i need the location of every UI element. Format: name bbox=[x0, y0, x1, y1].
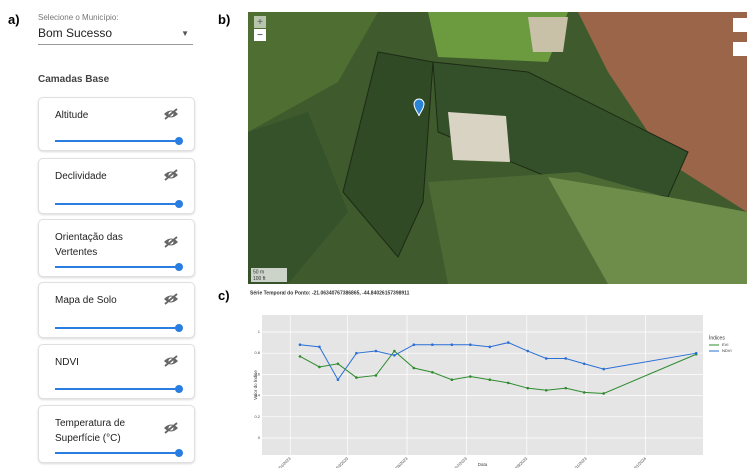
layer-card: NDVI bbox=[38, 344, 195, 399]
layer-card: Temperatura de Superfície (°C) bbox=[38, 405, 195, 463]
data-point bbox=[431, 343, 434, 346]
layer-card: Mapa de Solo bbox=[38, 282, 195, 338]
data-point bbox=[413, 343, 416, 346]
data-point bbox=[299, 343, 302, 346]
visibility-toggle[interactable] bbox=[163, 108, 179, 120]
opacity-slider[interactable] bbox=[55, 199, 185, 209]
legend-label: NDVI bbox=[722, 348, 732, 353]
y-tick-label: 1 bbox=[258, 329, 261, 334]
visibility-toggle[interactable] bbox=[163, 236, 179, 248]
data-point bbox=[355, 352, 358, 355]
x-axis-label: Data bbox=[478, 462, 488, 467]
layer-card: Altitude bbox=[38, 97, 195, 151]
panel-label: b) bbox=[218, 12, 230, 27]
scale-ft: 100 ft bbox=[253, 276, 266, 282]
page: a) b) c) Selecione o Município: Bom Suce… bbox=[0, 0, 747, 468]
layer-name: Temperatura de Superfície (°C) bbox=[55, 416, 150, 446]
data-point bbox=[375, 350, 378, 353]
data-point bbox=[602, 392, 605, 395]
data-point bbox=[451, 343, 454, 346]
y-tick-label: 0 bbox=[258, 435, 261, 440]
y-tick-label: 0.2 bbox=[254, 414, 260, 419]
chart-title: Série Temporal do Ponto: -21.06340767386… bbox=[250, 290, 410, 296]
data-point bbox=[375, 374, 378, 377]
section-title: Camadas Base bbox=[38, 74, 109, 85]
data-point bbox=[602, 368, 605, 371]
data-point bbox=[526, 387, 529, 390]
data-point bbox=[318, 366, 321, 369]
data-point bbox=[451, 378, 454, 381]
data-point bbox=[469, 343, 472, 346]
y-tick-label: 0.8 bbox=[254, 350, 260, 355]
opacity-slider[interactable] bbox=[55, 448, 185, 458]
opacity-slider[interactable] bbox=[55, 384, 185, 394]
panel-label: a) bbox=[8, 12, 20, 27]
data-point bbox=[489, 378, 492, 381]
data-point bbox=[545, 357, 548, 360]
layer-name: Orientação das Vertentes bbox=[55, 230, 150, 260]
data-point bbox=[337, 362, 340, 365]
opacity-slider[interactable] bbox=[55, 323, 185, 333]
layer-name: NDVI bbox=[55, 355, 150, 370]
visibility-toggle[interactable] bbox=[163, 355, 179, 367]
zoom-out[interactable]: − bbox=[257, 30, 263, 41]
x-tick-label: 01/07/2023 bbox=[450, 455, 468, 468]
chart: Série Temporal do Ponto: -21.06340767386… bbox=[248, 288, 747, 468]
x-tick-label: 01/01/2023 bbox=[274, 455, 292, 468]
panel-label: c) bbox=[218, 288, 230, 303]
legend-title: Índices bbox=[709, 334, 725, 341]
plot-area bbox=[262, 315, 703, 455]
data-point bbox=[489, 346, 492, 349]
visibility-toggle[interactable] bbox=[163, 422, 179, 434]
data-point bbox=[337, 378, 340, 381]
x-tick-label: 01/05/2023 bbox=[391, 455, 409, 468]
x-tick-label: 01/09/2023 bbox=[511, 455, 529, 468]
x-tick-label: 01/03/2023 bbox=[331, 455, 349, 468]
scale-m: 50 m bbox=[253, 269, 264, 275]
select-value: Bom Sucesso bbox=[38, 26, 112, 40]
layer-name: Declividade bbox=[55, 169, 150, 184]
select[interactable]: Bom Sucesso▼ bbox=[38, 26, 193, 45]
data-point bbox=[299, 355, 302, 358]
data-point bbox=[526, 350, 529, 353]
layer-name: Altitude bbox=[55, 108, 150, 123]
x-tick-label: 01/01/2024 bbox=[629, 455, 647, 468]
layer-card: Declividade bbox=[38, 158, 195, 214]
select-label: Selecione o Município: bbox=[38, 13, 119, 22]
data-point bbox=[564, 387, 567, 390]
data-point bbox=[583, 362, 586, 365]
data-point bbox=[355, 376, 358, 379]
data-point bbox=[318, 346, 321, 349]
data-point bbox=[469, 375, 472, 378]
visibility-toggle[interactable] bbox=[163, 293, 179, 305]
visibility-toggle[interactable] bbox=[163, 169, 179, 181]
data-point bbox=[564, 357, 567, 360]
data-point bbox=[507, 341, 510, 344]
opacity-slider[interactable] bbox=[55, 136, 185, 146]
layer-card: Orientação das Vertentes bbox=[38, 219, 195, 277]
data-point bbox=[507, 382, 510, 385]
data-point bbox=[431, 371, 434, 374]
data-point bbox=[393, 350, 396, 353]
map[interactable]: + − 50 m 100 ft bbox=[248, 12, 747, 284]
zoom-in[interactable]: + bbox=[257, 17, 263, 28]
data-point bbox=[393, 354, 396, 357]
layer-name: Mapa de Solo bbox=[55, 293, 150, 308]
x-tick-label: 01/11/2023 bbox=[570, 455, 588, 468]
data-point bbox=[695, 352, 698, 355]
y-axis-label: Valor do Índice bbox=[252, 370, 258, 400]
legend-label: EVI bbox=[722, 342, 728, 347]
data-point bbox=[583, 391, 586, 394]
data-point bbox=[413, 367, 416, 370]
opacity-slider[interactable] bbox=[55, 262, 185, 272]
data-point bbox=[545, 389, 548, 392]
